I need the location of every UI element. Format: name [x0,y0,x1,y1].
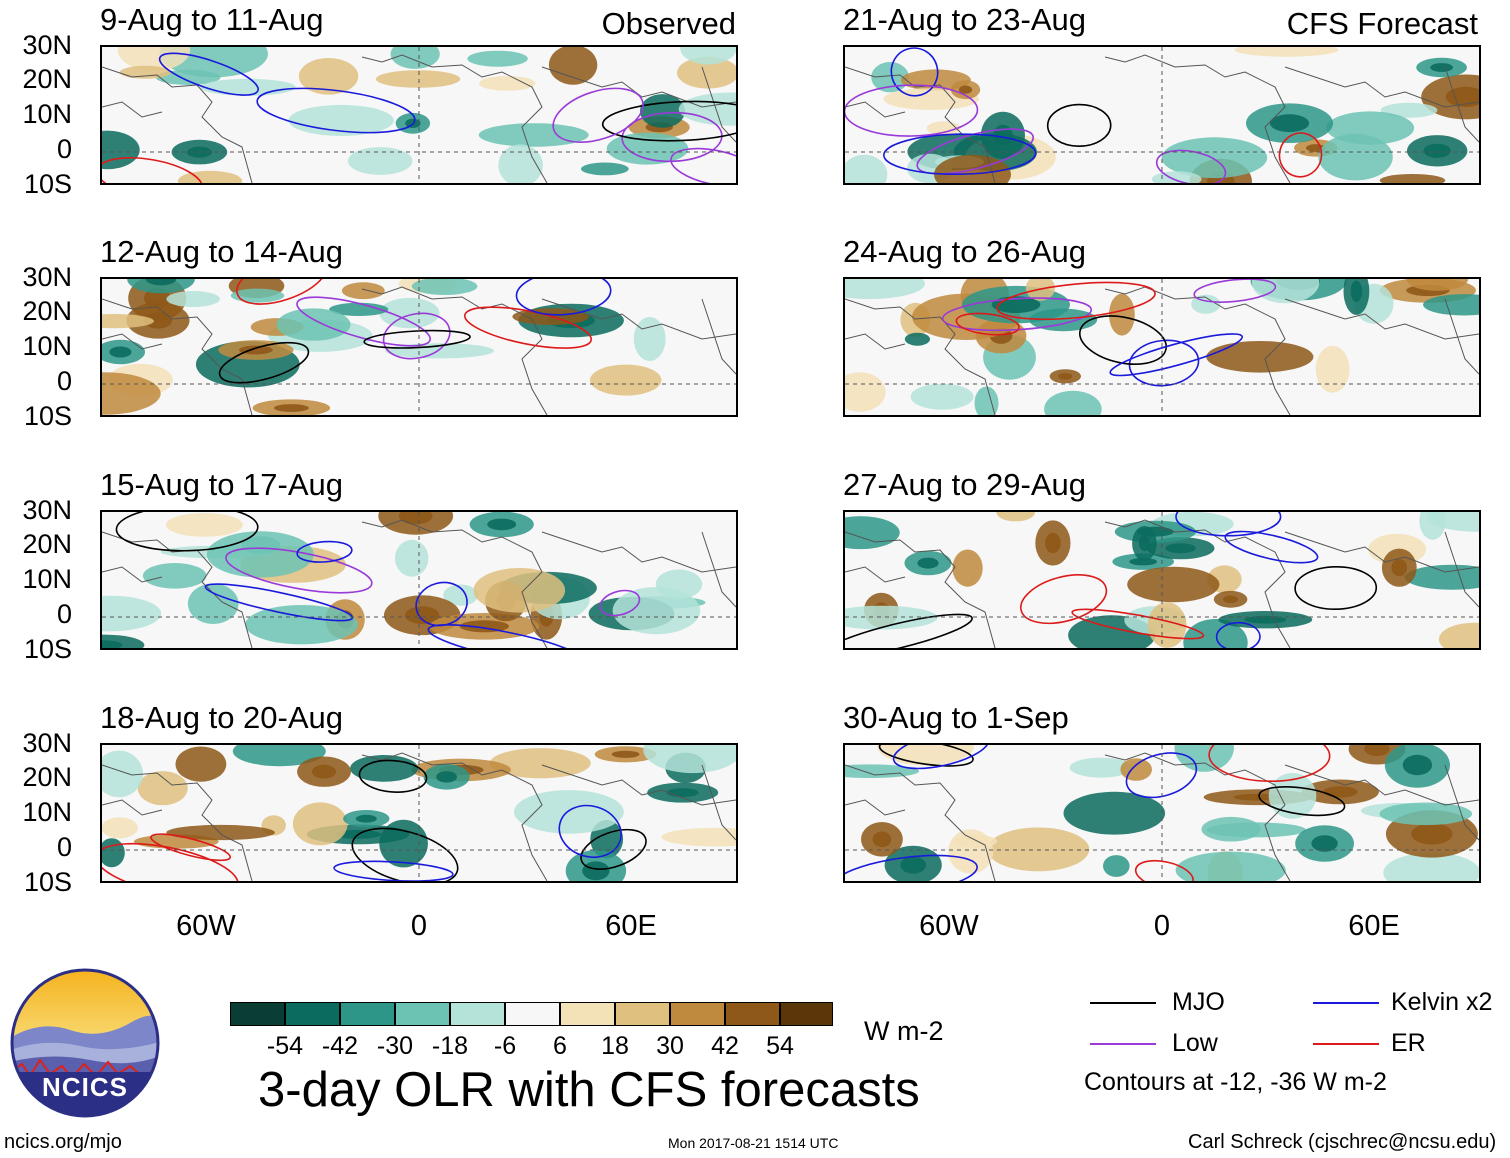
lat-label: 10N [22,99,72,129]
panel-title-7: 27-Aug to 29-Aug [843,467,1087,502]
panel-title-4: 18-Aug to 20-Aug [100,700,344,735]
map-panel-1 [100,45,738,185]
footer-timestamp: Mon 2017-08-21 1514 UTC [668,1135,839,1151]
lat-label: 30N [22,262,72,292]
colorbar-swatch [670,1002,725,1026]
lat-label: 0 [56,366,72,396]
panel-title-8: 30-Aug to 1-Sep [843,700,1069,735]
lon-label: 60W [919,910,979,942]
lat-label: 20N [22,64,72,94]
map-panel-7 [843,510,1481,650]
panel-tag-observed: Observed [601,6,736,41]
panel-title-2: 12-Aug to 14-Aug [100,234,344,269]
colorbar-swatch [560,1002,615,1026]
colorbar-label: 54 [766,1032,794,1060]
colorbar-swatch [340,1002,395,1026]
colorbar-label: 42 [711,1032,739,1060]
footer-credit: Carl Schreck (cjschrec@ncsu.edu) [1188,1131,1497,1153]
lat-label: 30N [22,30,72,60]
lat-label: 10N [22,564,72,594]
map-panel-3 [100,510,738,650]
lat-label: 30N [22,495,72,525]
lon-label: 0 [410,910,428,942]
colorbar-swatch [615,1002,670,1026]
legend-line-low [1090,1043,1156,1045]
legend-line-kelvin [1313,1002,1379,1004]
panel-title-3: 15-Aug to 17-Aug [100,467,344,502]
lat-label: 20N [22,529,72,559]
legend-label-kelvin: Kelvin x2 [1391,988,1493,1016]
lat-label: 20N [22,762,72,792]
ncics-logo: NCICS [10,968,160,1118]
colorbar-label: 6 [553,1032,567,1060]
colorbar-swatch [395,1002,450,1026]
colorbar-swatch [505,1002,560,1026]
legend-line-er [1313,1043,1379,1045]
map-field [845,512,1479,648]
map-field [845,279,1479,415]
colorbar-label: -6 [493,1032,517,1060]
map-field [102,745,736,881]
logo-text: NCICS [42,1072,128,1102]
legend-label-mjo: MJO [1172,988,1225,1016]
lat-label: 10S [23,401,72,431]
map-panel-5 [843,45,1481,185]
panel-tag-forecast: CFS Forecast [1286,6,1478,41]
colorbar-swatch [725,1002,780,1026]
lon-label: 60E [605,910,657,942]
panel-title-6: 24-Aug to 26-Aug [843,234,1087,269]
lat-label: 0 [56,599,72,629]
lat-label: 10N [22,331,72,361]
legend-note: Contours at -12, -36 W m-2 [1084,1068,1387,1096]
panel-title-5: 21-Aug to 23-Aug [843,2,1087,37]
lat-label: 0 [56,832,72,862]
ncics-logo-graphic: NCICS [10,968,160,1118]
colorbar-swatch [780,1002,833,1026]
colorbar-label: -30 [376,1032,414,1060]
colorbar-label: -54 [266,1032,304,1060]
map-field [102,47,736,183]
lat-label: 10S [23,169,72,199]
map-field [845,47,1479,183]
map-panel-8 [843,743,1481,883]
map-field [102,279,736,415]
colorbar-units: W m-2 [864,1016,944,1046]
legend-label-er: ER [1391,1029,1426,1057]
colorbar-label: -18 [431,1032,469,1060]
colorbar-swatch [285,1002,340,1026]
lat-label: 10S [23,634,72,664]
map-field [102,512,736,648]
lon-label: 60W [176,910,236,942]
map-panel-2 [100,277,738,417]
lat-label: 10N [22,797,72,827]
colorbar-label: 30 [656,1032,684,1060]
main-title: 3-day OLR with CFS forecasts [258,1063,920,1117]
legend-label-low: Low [1172,1029,1218,1057]
map-panel-6 [843,277,1481,417]
lat-label: 10S [23,867,72,897]
colorbar-label: 18 [601,1032,629,1060]
colorbar-swatch [230,1002,285,1026]
colorbar-swatch [450,1002,505,1026]
panel-title-1: 9-Aug to 11-Aug [100,2,324,37]
map-field [845,745,1479,881]
colorbar-label: -42 [321,1032,359,1060]
legend-line-mjo [1090,1002,1156,1004]
lat-label: 0 [56,134,72,164]
footer-url[interactable]: ncics.org/mjo [4,1131,122,1153]
lon-label: 0 [1153,910,1171,942]
lat-label: 20N [22,296,72,326]
lat-label: 30N [22,728,72,758]
map-panel-4 [100,743,738,883]
lon-label: 60E [1348,910,1400,942]
